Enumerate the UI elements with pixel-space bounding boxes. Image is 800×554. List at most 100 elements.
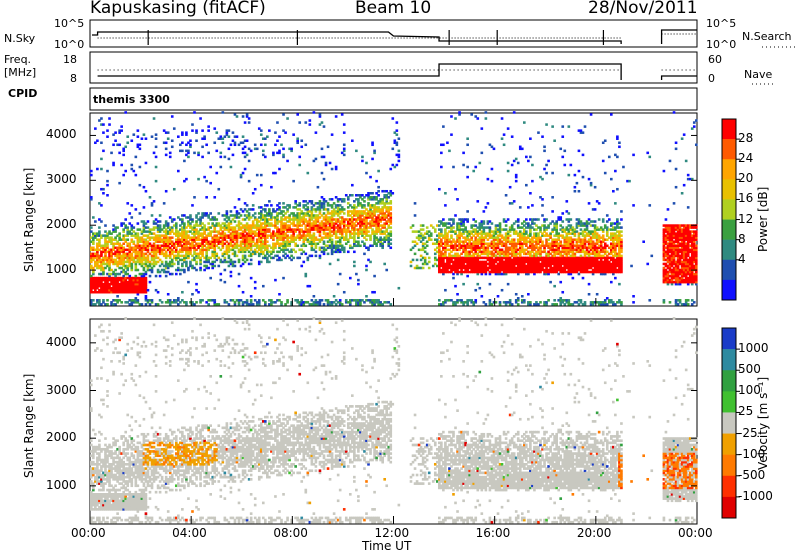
power-cell — [294, 250, 297, 254]
power-cell — [92, 270, 95, 274]
power-cell — [144, 238, 148, 241]
power-cell — [314, 208, 318, 211]
power-cell — [492, 230, 496, 233]
power-cell — [205, 301, 208, 304]
power-cell — [488, 232, 492, 235]
power-cell — [367, 191, 370, 195]
power-cell — [338, 220, 342, 223]
power-cell — [338, 208, 342, 211]
power-cell — [531, 254, 534, 258]
power-cell — [312, 242, 316, 246]
power-cell — [205, 248, 208, 252]
power-cell — [355, 272, 358, 276]
power-cell — [472, 244, 476, 248]
power-cell — [369, 216, 372, 219]
power-cell — [154, 256, 158, 260]
power-cell — [100, 278, 103, 282]
power-cell — [132, 258, 136, 262]
power-cell — [340, 222, 344, 225]
power-cell — [296, 256, 300, 260]
power-cell — [371, 191, 374, 195]
power-cell — [201, 234, 204, 237]
power-cell — [452, 244, 455, 248]
power-cell — [338, 299, 342, 302]
power-cell — [142, 248, 146, 252]
power-cell — [130, 262, 134, 266]
power-cell — [144, 280, 148, 284]
power-cell — [510, 264, 514, 268]
power-cell — [531, 258, 534, 262]
power-cell — [379, 301, 382, 304]
power-cell — [411, 246, 415, 250]
power-cell — [195, 301, 198, 304]
power-cell — [496, 268, 500, 272]
power-cell — [144, 230, 148, 233]
power-cell — [187, 248, 190, 252]
power-cell — [320, 204, 324, 207]
power-cell — [500, 260, 504, 264]
power-cell — [302, 238, 306, 241]
power-cell — [460, 228, 463, 231]
power-cell — [543, 272, 546, 276]
power-cell — [233, 216, 237, 219]
power-cell — [334, 303, 338, 306]
power-cell — [508, 248, 512, 252]
power-cell — [302, 234, 306, 237]
power-cell — [506, 236, 510, 239]
power-cell — [282, 147, 285, 151]
power-cell — [108, 288, 111, 292]
power-cell — [108, 238, 111, 241]
power-cell — [322, 240, 326, 243]
power-cell — [448, 248, 451, 252]
power-cell — [108, 230, 111, 233]
power-cell — [541, 244, 544, 248]
power-cell — [183, 238, 186, 241]
power-cell — [377, 185, 380, 189]
power-cell — [290, 234, 293, 237]
power-cell — [482, 220, 486, 223]
power-cell — [514, 220, 518, 223]
freq-tick-top: 18 — [63, 53, 77, 66]
power-cell — [152, 250, 156, 254]
power-cell — [478, 262, 482, 266]
power-cell — [338, 244, 342, 248]
power-cell — [174, 240, 178, 243]
power-cell — [199, 301, 202, 304]
power-cell — [351, 232, 354, 235]
power-cell — [154, 303, 158, 306]
power-cell — [288, 244, 291, 248]
power-cell — [355, 214, 358, 217]
power-cell — [249, 236, 253, 239]
power-cell — [164, 246, 168, 250]
power-cell — [547, 272, 550, 276]
power-cell — [201, 222, 204, 225]
power-cell — [136, 288, 140, 292]
power-cell — [106, 258, 109, 262]
power-cell — [213, 218, 217, 221]
power-cell — [551, 254, 554, 258]
power-cell — [547, 238, 550, 241]
power-cell — [419, 236, 423, 239]
power-cell — [286, 204, 289, 207]
power-cell — [162, 268, 166, 272]
power-cell — [480, 238, 484, 241]
power-cell — [308, 214, 312, 217]
power-cell — [185, 301, 188, 304]
power-cell — [136, 228, 140, 231]
power-cell — [257, 240, 261, 243]
power-cell — [379, 232, 382, 235]
power-cell — [96, 286, 99, 290]
power-cell — [268, 214, 271, 217]
power-cell — [338, 216, 342, 219]
power-cell — [304, 252, 308, 256]
power-cell — [152, 256, 156, 260]
power-cell — [259, 244, 263, 248]
power-cell — [555, 232, 558, 235]
power-cell — [421, 244, 425, 248]
power-cell — [551, 220, 554, 223]
power-cell — [452, 303, 455, 306]
power-cell — [389, 238, 393, 241]
power-cell — [359, 232, 362, 235]
power-cell — [156, 220, 160, 223]
power-cell — [440, 238, 443, 241]
